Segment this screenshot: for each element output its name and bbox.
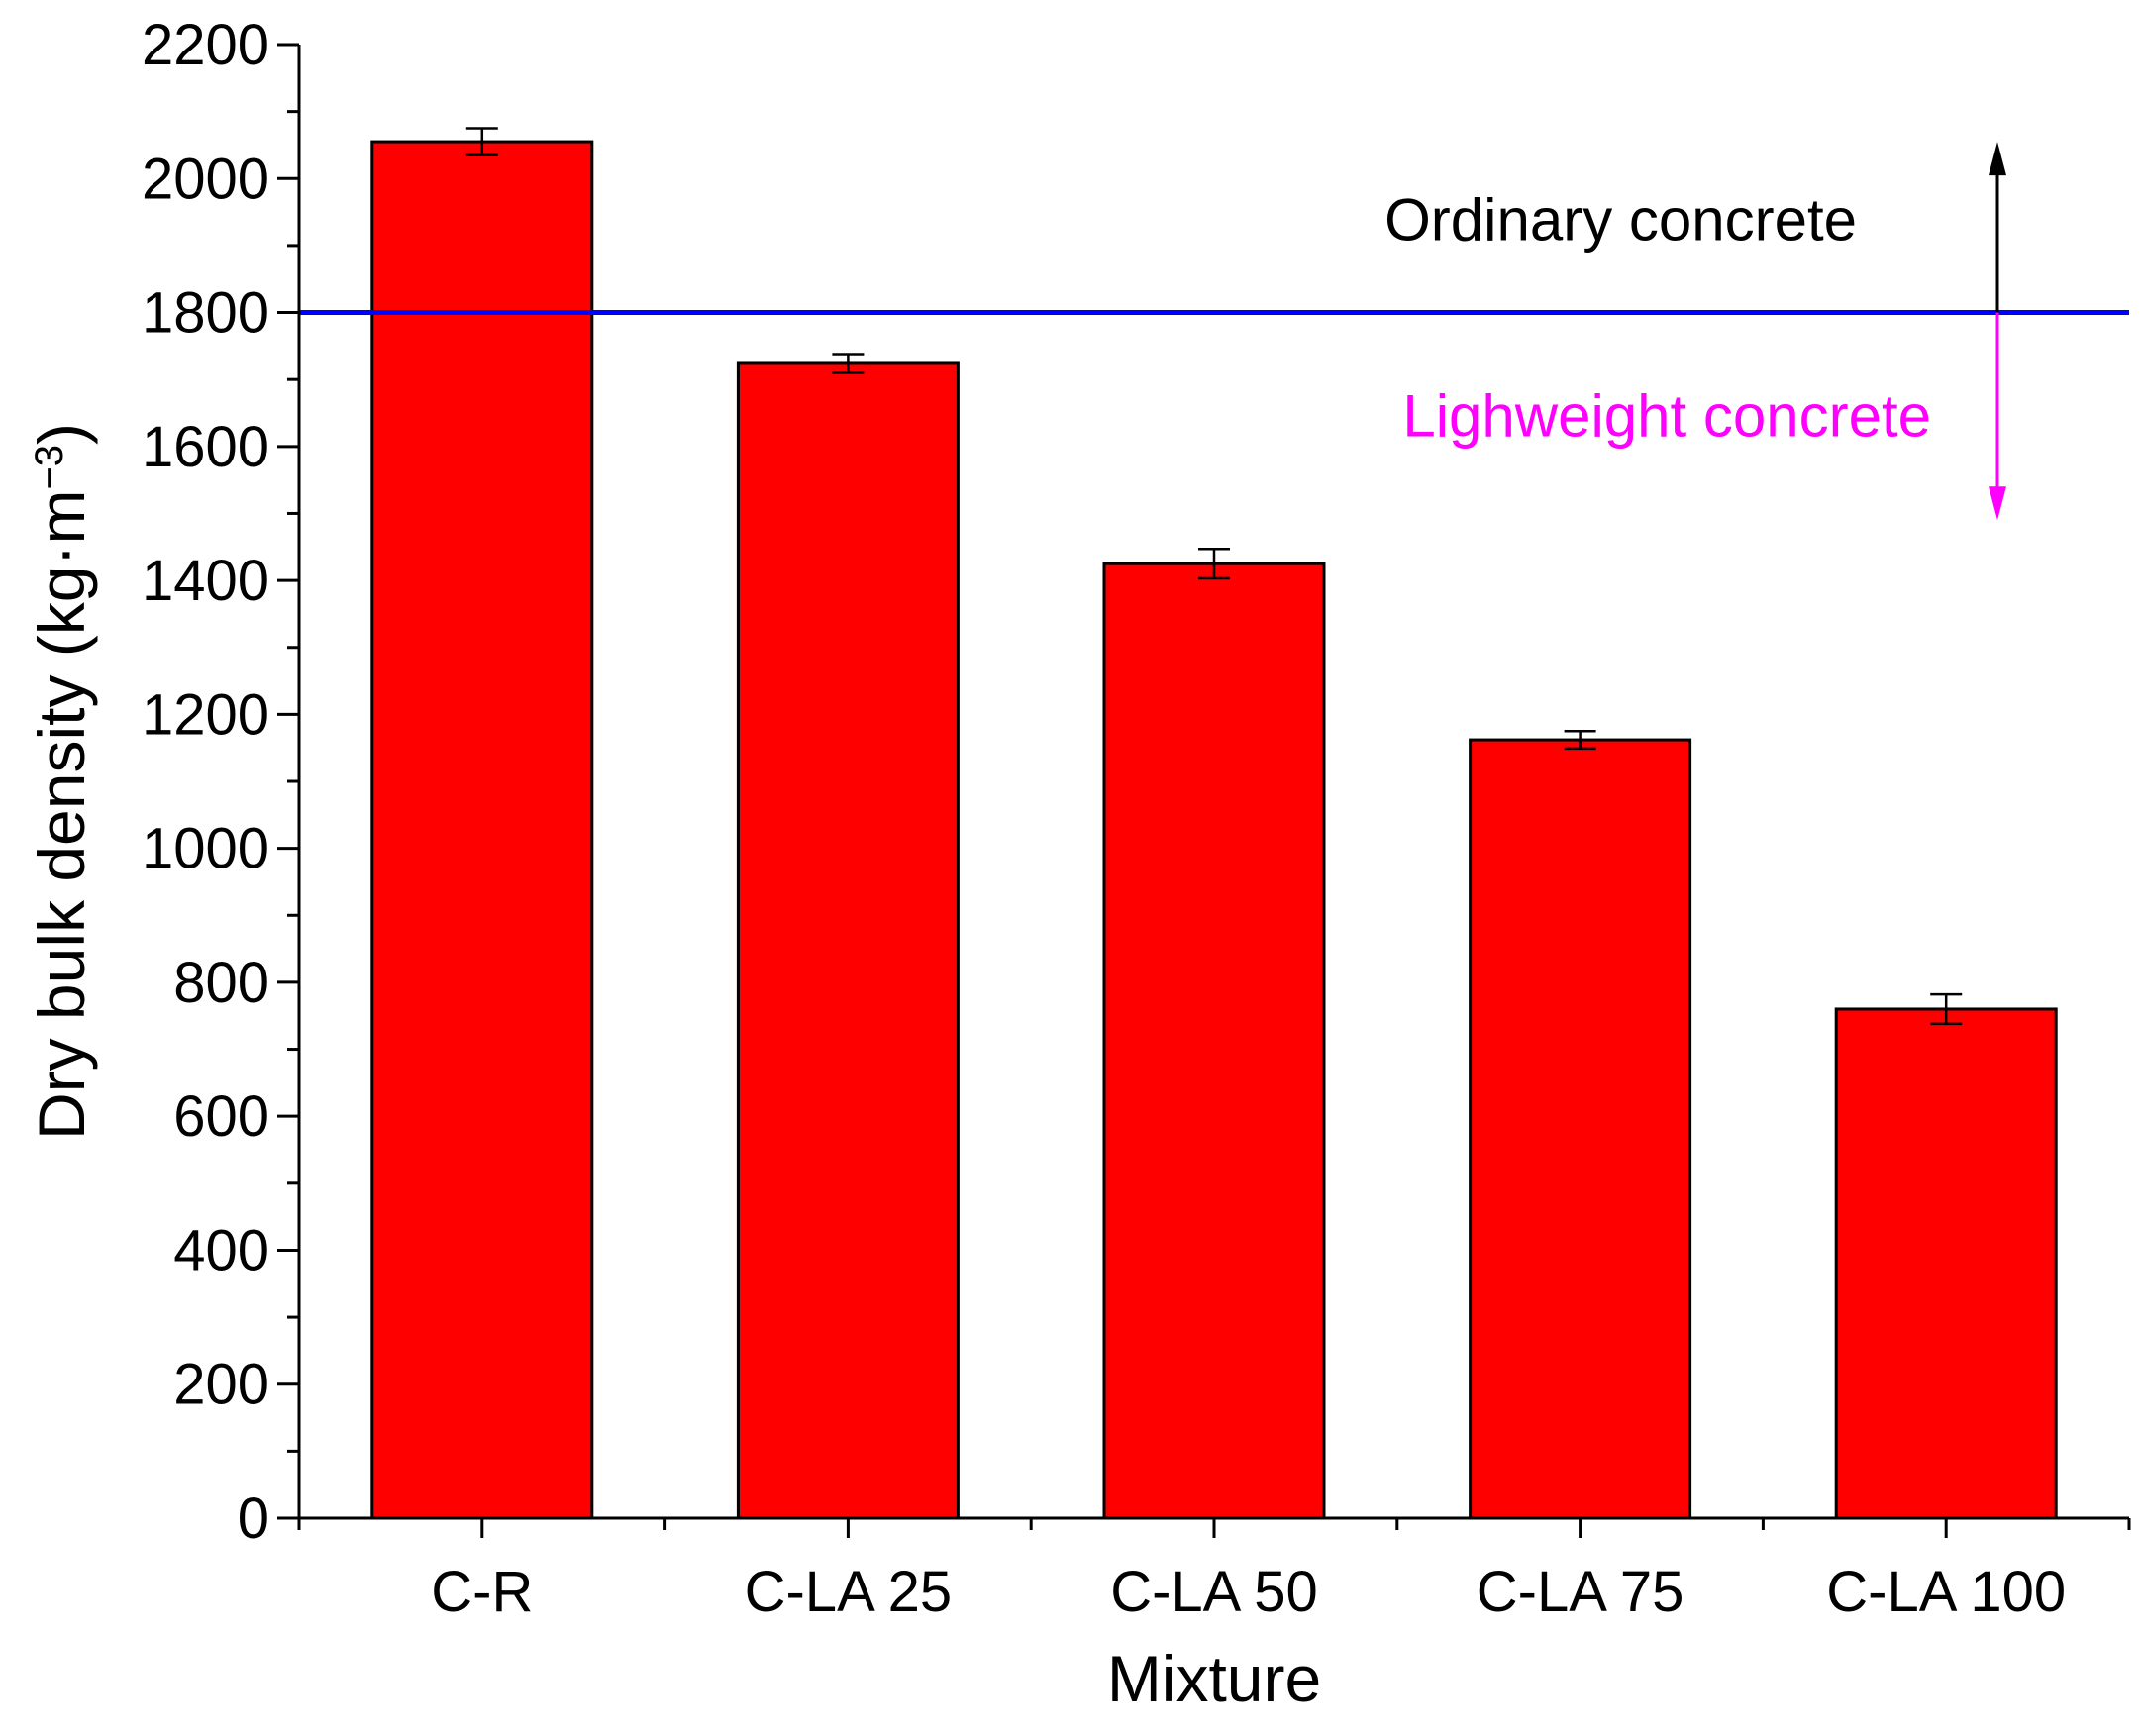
y-axis-title-superscript: −3 (28, 445, 71, 490)
y-tick-label-10: 2000 (142, 147, 269, 211)
bar-4 (1834, 1007, 2058, 1520)
bar-2 (1102, 562, 1326, 1520)
x-tick-label-0: C-R (431, 1560, 533, 1624)
bars-layer (370, 140, 2058, 1520)
x-ticks: C-R C-LA 25 C-LA 50 C-LA 75 C-LA 100 (297, 1518, 2131, 1624)
y-axis-title-close: ) (25, 423, 98, 445)
lightweight-concrete-label: Lighweight concrete (1402, 383, 1931, 450)
ordinary-arrow-head (1989, 142, 2006, 176)
ordinary-concrete-label: Ordinary concrete (1384, 187, 1857, 254)
y-axis-title: Dry bulk density (kg·m−3) (25, 423, 98, 1140)
lightweight-arrow-head (1989, 486, 2006, 521)
error-bars-layer (465, 127, 1963, 1026)
y-tick-label-1: 200 (173, 1353, 269, 1417)
axes-layer: 0 200 400 600 800 1000 1200 1400 1600 1800 2000 220… (142, 13, 2131, 1624)
y-axis-title-main: Dry bulk density (kg·m (25, 490, 98, 1141)
x-tick-label-3: C-LA 75 (1477, 1560, 1684, 1624)
x-tick-label-1: C-LA 25 (745, 1560, 953, 1624)
bar-0 (370, 140, 594, 1520)
x-axis-title: Mixture (1107, 1642, 1321, 1715)
y-tick-label-6: 1200 (142, 682, 269, 747)
y-tick-label-8: 1600 (142, 415, 269, 479)
y-tick-label-11: 2200 (142, 13, 269, 77)
annotation-layer: Ordinary concrete Lighweight concrete (1384, 142, 2006, 521)
y-tick-label-2: 400 (173, 1218, 269, 1282)
bar-1 (736, 361, 960, 1520)
y-tick-label-9: 1800 (142, 281, 269, 346)
x-tick-label-2: C-LA 50 (1110, 1560, 1318, 1624)
bar-3 (1469, 738, 1692, 1520)
x-tick-label-4: C-LA 100 (1826, 1560, 2066, 1624)
y-tick-label-3: 600 (173, 1084, 269, 1149)
y-tick-label-5: 1000 (142, 817, 269, 881)
y-tick-label-0: 0 (238, 1486, 269, 1551)
y-ticks: 0 200 400 600 800 1000 1200 1400 1600 1800 2000 220… (142, 13, 299, 1551)
y-tick-label-7: 1400 (142, 549, 269, 613)
y-tick-label-4: 800 (173, 951, 269, 1015)
